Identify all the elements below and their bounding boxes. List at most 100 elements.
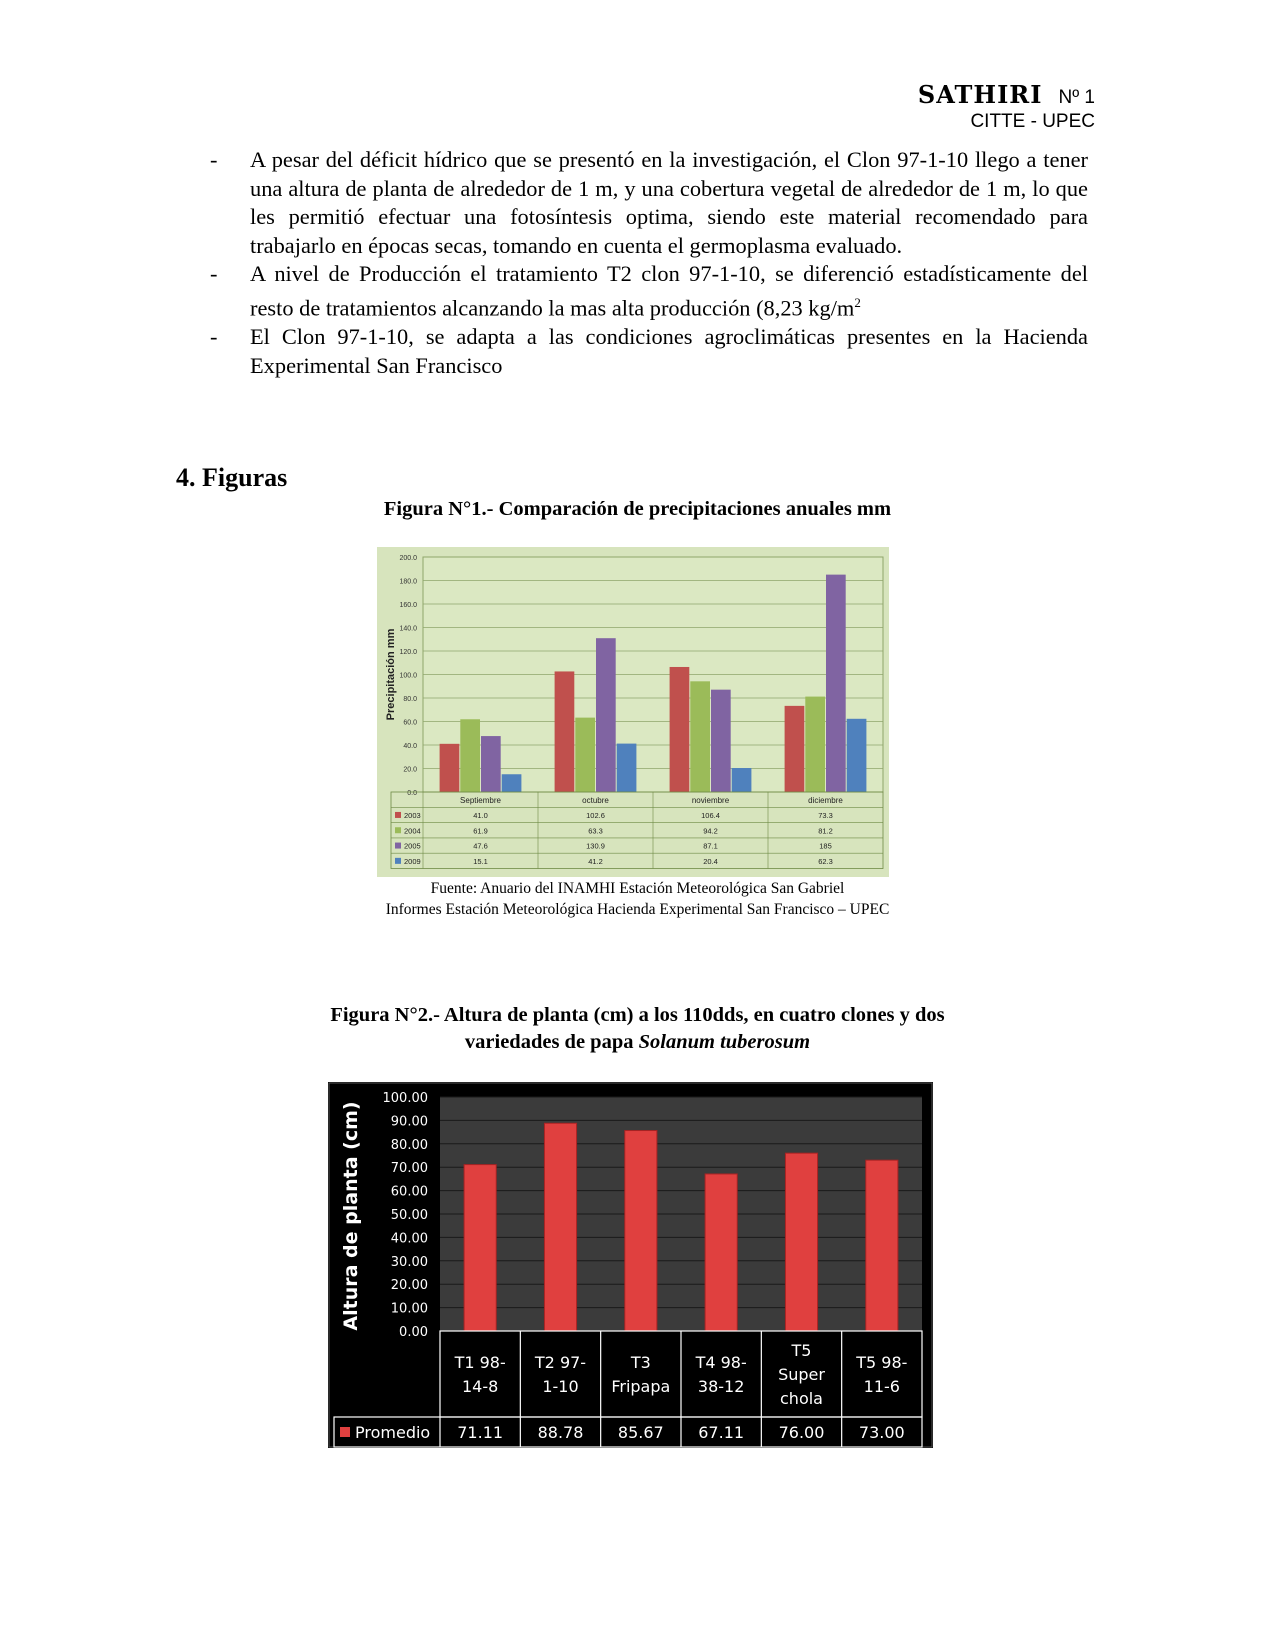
y-tick-label: 100.00 [383,1091,429,1106]
y-tick-label: 100.0 [399,673,417,680]
list-item-text: A nivel de Producción el tratamiento T2 … [250,261,1088,321]
bar [460,719,480,792]
x-category-label: Septiembre [460,796,501,805]
y-tick-label: 50.00 [391,1208,428,1223]
bar [554,671,575,792]
x-category-label: 38-12 [698,1377,745,1396]
bar [624,1130,658,1332]
legend-swatch [340,1427,350,1437]
figure2-caption-line1: Figura N°2.- Altura de planta (cm) a los… [330,1004,945,1026]
issue-number: Nº 1 [1058,87,1095,108]
data-label: 73.00 [859,1423,905,1442]
y-tick-label: 90.00 [391,1114,428,1129]
figure2-caption-line2: variedades de papa [464,1031,639,1053]
table-value-row [333,1416,923,1448]
data-label: 88.78 [538,1423,584,1442]
legend-label: 2003 [404,811,421,820]
data-label: 130.9 [586,842,605,851]
legend-label: 2005 [404,842,421,851]
x-category-label: T1 98- [454,1353,506,1372]
data-label: 20.4 [703,857,718,866]
legend-swatch [395,811,401,818]
conclusions-list: - A pesar del déficit hídrico que se pre… [210,146,1088,380]
x-category-label: 11-6 [864,1377,900,1396]
section-title: 4. Figuras [176,463,288,492]
data-label: 41.0 [473,811,488,820]
superscript: 2 [854,294,861,310]
x-category-label: T2 97- [534,1353,586,1372]
y-tick-label: 200.0 [399,555,417,562]
data-label: 62.3 [818,857,833,866]
organization: CITTE - UPEC [970,111,1095,132]
data-label: 102.6 [586,811,605,820]
bar [543,1122,578,1332]
x-category-label: T3 [630,1353,651,1372]
figure1-caption: Figura N°1.- Comparación de precipitacio… [383,498,892,520]
figure1-chart: 0.0 20.0 40.0 60.0 80.0 100.0 120.0 140.0 160.0 1… [377,547,889,882]
y-tick-label: 140.0 [399,626,417,633]
figure1-source-line2: Informes Estación Meteorológica Hacienda… [385,901,890,918]
bar [826,574,846,792]
y-tick-label: 20.00 [391,1278,428,1293]
legend-label: 2004 [404,826,421,835]
figure2-chart: 0.00 10.00 20.00 30.00 40.00 50.00 60.00 70.00 8… [328,1082,933,1453]
y-tick-label: 0.00 [399,1325,428,1340]
y-tick-label: 0.0 [407,790,417,797]
x-category-label: 1-10 [542,1377,578,1396]
y-tick-label: 160.0 [399,602,417,609]
y-tick-label: 10.00 [391,1302,428,1317]
precipitation-chart: 0.0 20.0 40.0 60.0 80.0 100.0 120.0 140.0 160.0 1… [377,547,889,877]
data-label: 15.1 [473,857,488,866]
legend-swatch [395,842,401,849]
bar [846,718,867,792]
data-label: 71.11 [457,1423,503,1442]
y-tick-label: 80.00 [391,1138,428,1153]
species-name: Solanum tuberosum [638,1031,811,1053]
bar [616,743,637,792]
x-category-label: noviembre [692,796,730,805]
bar [575,717,595,792]
data-label: 61.9 [473,826,488,835]
y-tick-label: 180.0 [399,579,417,586]
legend-swatch [395,827,401,834]
journal-name: SATHIRI [917,80,1043,109]
x-category-label: chola [780,1389,823,1408]
y-tick-label: 80.0 [403,696,417,703]
y-tick-label: 40.00 [391,1231,428,1246]
data-label: 63.3 [588,826,603,835]
x-category-label: Super [778,1365,825,1384]
bar [711,689,731,792]
y-tick-label: 120.0 [399,649,417,656]
list-item-text: El Clon 97-1-10, se adapta a las condici… [250,324,1088,378]
list-item-text: A pesar del déficit hídrico que se prese… [250,147,1088,258]
x-category-label: diciembre [808,796,843,805]
legend-label: Promedio [355,1423,430,1442]
bar [704,1173,738,1332]
y-tick-label: 70.00 [391,1161,428,1176]
data-label: 185 [819,842,832,851]
bar [731,768,752,792]
data-label: 41.2 [588,857,603,866]
bar [784,705,805,792]
x-category-label: Fripapa [611,1377,670,1396]
list-item: - A nivel de Producción el tratamiento T… [210,261,1088,321]
bar [596,638,616,792]
data-label: 106.4 [701,811,720,820]
y-tick-label: 60.0 [403,720,417,727]
list-item: - A pesar del déficit hídrico que se pre… [210,146,1088,260]
bar [669,666,690,792]
figure2-caption: Figura N°2.- Altura de planta (cm) a los… [0,1002,1275,1056]
figure1-source-line1: Fuente: Anuario del INAMHI Estación Mete… [430,880,845,897]
y-tick-label: 20.0 [403,767,417,774]
bar [805,696,825,792]
x-category-label: T5 98- [855,1353,907,1372]
bar [501,774,522,792]
y-tick-label: 40.0 [403,743,417,750]
data-table-border [390,791,884,869]
data-label: 67.11 [698,1423,744,1442]
list-item: - El Clon 97-1-10, se adapta a las condi… [210,323,1088,380]
data-label: 81.2 [818,826,833,835]
plant-height-chart: 0.00 10.00 20.00 30.00 40.00 50.00 60.00 70.00 8… [328,1082,933,1448]
data-label: 94.2 [703,826,718,835]
bar [690,681,710,792]
